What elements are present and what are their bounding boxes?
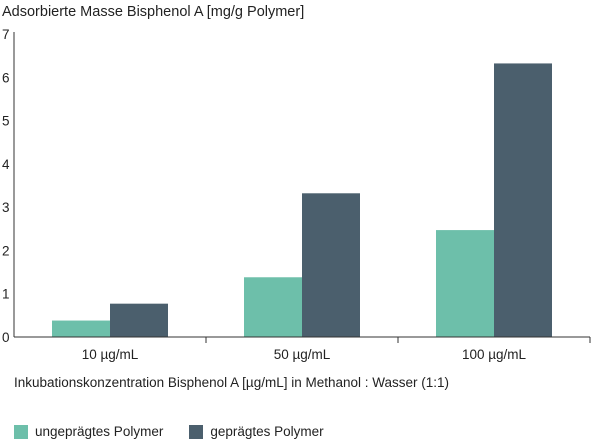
legend-swatch-gepraegt xyxy=(189,425,204,439)
bar-gepraegt xyxy=(494,63,552,337)
bar-gepraegt xyxy=(302,193,360,337)
bar-ungepraegt xyxy=(436,230,494,337)
bar-ungepraegt xyxy=(244,277,302,337)
x-axis: 10 µg/mL 50 µg/mL 100 µg/mL xyxy=(14,336,591,362)
x-tick-label: 100 µg/mL xyxy=(462,347,527,362)
y-tick-label: 3 xyxy=(2,200,10,215)
y-tick-label: 1 xyxy=(2,287,10,302)
legend-swatch-ungepraegt xyxy=(14,425,28,439)
x-tick-label: 50 µg/mL xyxy=(274,347,331,362)
x-axis-title: Inkubationskonzentration Bisphenol A [µg… xyxy=(14,375,449,390)
legend: ungeprägtes Polymer geprägtes Polymer xyxy=(14,424,350,440)
y-axis-title: Adsorbierte Masse Bisphenol A [mg/g Poly… xyxy=(2,4,304,20)
y-tick-label: 5 xyxy=(2,114,10,129)
y-tick-label: 0 xyxy=(2,330,10,345)
y-tick-label: 7 xyxy=(2,27,10,42)
y-axis: 0 1 2 3 4 5 6 7 xyxy=(2,27,15,345)
bar-gepraegt xyxy=(110,303,168,337)
y-tick-label: 2 xyxy=(2,243,10,258)
y-tick-label: 4 xyxy=(2,157,10,172)
legend-item-gepraegt: geprägtes Polymer xyxy=(189,424,324,440)
y-tick-label: 6 xyxy=(2,70,10,85)
bars xyxy=(52,63,552,337)
x-tick-label: 10 µg/mL xyxy=(82,347,139,362)
bar-ungepraegt xyxy=(52,320,110,337)
legend-label-ungepraegt: ungeprägtes Polymer xyxy=(35,424,164,439)
legend-item-ungepraegt: ungeprägtes Polymer xyxy=(14,424,163,440)
legend-label-gepraegt: geprägtes Polymer xyxy=(210,424,324,439)
